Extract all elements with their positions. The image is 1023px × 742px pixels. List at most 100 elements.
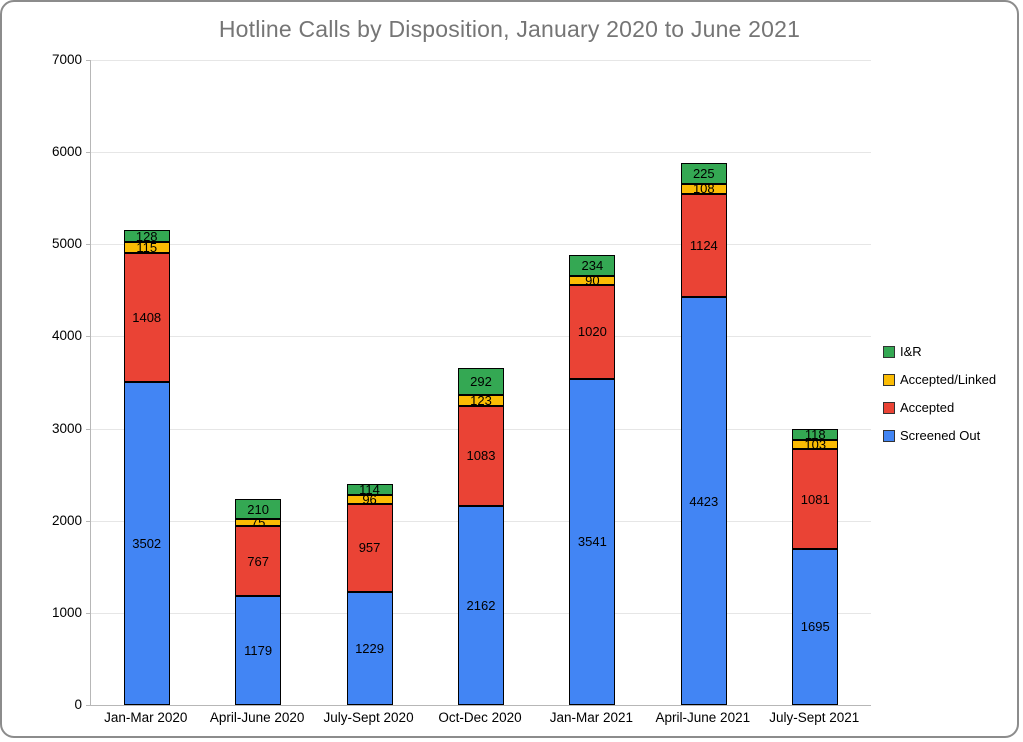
legend: I&R Accepted/Linked Accepted Screened Out: [883, 344, 996, 443]
segment-value-label: 1124: [689, 238, 718, 254]
bar-segment: 1083: [457, 406, 504, 506]
segment-value-label: 96: [362, 491, 377, 507]
stacked-bar: 3502 1408 115 128: [123, 60, 170, 705]
segment-value-label: 292: [470, 373, 492, 389]
segment-value-label: 1020: [577, 324, 607, 340]
category-slot: 2162 1083 123 292: [425, 60, 536, 705]
segment-value-label: 1695: [800, 619, 830, 635]
y-axis-tick-label: 7000: [51, 52, 82, 67]
segment-value-label: 210: [247, 501, 269, 517]
segment-value-label: 2162: [466, 597, 496, 613]
bars-container: 3502 1408 115 128 1179 767 75 210 1229 957 96 114 21…: [91, 60, 871, 705]
bar-segment: 957: [346, 503, 393, 592]
segment-value-label: 90: [585, 273, 600, 289]
stacked-bar: 2162 1083 123 292: [457, 60, 504, 705]
legend-item: I&R: [883, 344, 996, 359]
bar-segment: 128: [123, 228, 170, 244]
stacked-bar: 4423 1124 108 225: [680, 60, 727, 705]
segment-value-label: 114: [359, 481, 380, 497]
bar-segment: 90: [569, 273, 616, 289]
x-axis-tick-label: Jan-Mar 2020: [104, 710, 188, 725]
legend-label: I&R: [900, 344, 922, 359]
y-axis-tick-label: 1000: [51, 604, 82, 620]
segment-value-label: 118: [804, 426, 826, 442]
stacked-bar: 1695 1081 103 118: [792, 60, 839, 705]
bar-segment: 234: [569, 254, 616, 277]
segment-value-label: 1083: [466, 448, 496, 464]
gridline: [91, 336, 871, 338]
bar-segment: 1081: [792, 449, 839, 549]
bar-segment: 3541: [569, 378, 616, 705]
bar-segment: 767: [235, 525, 282, 597]
category-slot: 1695 1081 103 118: [760, 60, 871, 705]
y-axis-tick-label: 5000: [51, 236, 82, 252]
segment-value-label: 115: [136, 239, 158, 255]
stacked-bar: 1179 767 75 210: [235, 60, 282, 705]
bar-segment: 1179: [235, 596, 282, 705]
legend-swatch-icon: [883, 429, 895, 442]
y-axis-tick-label: 3000: [51, 420, 82, 436]
y-axis-tick: [86, 244, 91, 246]
segment-value-label: 128: [135, 228, 158, 244]
legend-item: Accepted/Linked: [883, 372, 996, 387]
bar-segment: 118: [792, 426, 839, 442]
y-axis-tick: [86, 428, 91, 430]
y-axis-tick: [86, 612, 91, 614]
y-axis-tick: [86, 152, 91, 154]
segment-value-label: 957: [358, 540, 381, 556]
bar-segment: 1124: [680, 193, 727, 298]
x-axis-tick-label: April-June 2021: [655, 710, 751, 725]
y-axis-tick-label: 6000: [51, 144, 82, 160]
legend-label: Accepted: [900, 400, 955, 415]
segment-value-label: 1408: [132, 309, 162, 325]
chart-title: Hotline Calls by Disposition, January 20…: [218, 16, 801, 42]
x-axis-baseline: [91, 705, 871, 706]
bar-segment: 292: [457, 367, 504, 395]
legend-label: Screened Out: [900, 428, 981, 443]
y-axis-tick-label: 2000: [51, 512, 82, 528]
x-axis-tick-label: July-Sept 2021: [769, 710, 860, 725]
y-axis-tick-labels: 0 1000 2000 3000 4000 5000 6000 7000: [2, 53, 82, 712]
gridline: [91, 60, 871, 61]
bar-segment: 114: [346, 481, 393, 497]
bar-segment: 2162: [457, 505, 504, 705]
bar-segment: 75: [235, 516, 282, 529]
bar-segment: 3502: [123, 382, 170, 705]
segment-value-label: 123: [470, 392, 492, 408]
segment-value-label: 767: [247, 553, 269, 569]
bar-segment: 210: [235, 499, 282, 519]
y-axis-tick-label: 4000: [51, 328, 82, 344]
bar-segment: 1020: [569, 284, 616, 379]
bar-segment: 115: [123, 239, 170, 255]
stacked-bar: 1229 957 96 114: [346, 60, 393, 705]
bar-segment: 1408: [123, 252, 170, 383]
y-axis-tick: [86, 705, 91, 706]
bar-segment: 4423: [680, 297, 727, 705]
gridline: [91, 152, 871, 154]
x-axis-tick-label: Oct-Dec 2020: [438, 710, 522, 725]
category-slot: 1179 767 75 210: [202, 60, 313, 705]
legend-swatch-icon: [883, 401, 895, 414]
plot-area: 3502 1408 115 128 1179 767 75 210 1229 957 96 114 21…: [86, 60, 871, 706]
segment-value-label: 225: [692, 166, 715, 182]
x-axis-tick-label: July-Sept 2020: [323, 710, 414, 725]
bar-segment: 96: [346, 491, 393, 507]
x-axis-tick-labels: Jan-Mar 2020 April-June 2020 July-Sept 202…: [90, 710, 870, 725]
segment-value-label: 3541: [577, 534, 607, 550]
bar-segment: 225: [680, 163, 727, 184]
segment-value-label: 4423: [689, 493, 719, 509]
y-axis-tick-label: 0: [74, 697, 82, 712]
category-slot: 3541 1020 90 234: [537, 60, 648, 705]
x-axis-tick-label: April-June 2020: [209, 710, 305, 725]
legend-swatch-icon: [883, 345, 895, 358]
category-slot: 1229 957 96 114: [314, 60, 425, 705]
segment-value-label: 3502: [132, 536, 162, 552]
legend-swatch-icon: [883, 373, 895, 386]
y-axis-tick: [86, 60, 91, 61]
legend-item: Screened Out: [883, 428, 996, 443]
segment-value-label: 103: [804, 436, 827, 452]
bar-segment: 103: [792, 436, 839, 452]
bar-segment: 108: [680, 182, 727, 195]
category-slot: 3502 1408 115 128: [91, 60, 202, 705]
legend-item: Accepted: [883, 400, 996, 415]
